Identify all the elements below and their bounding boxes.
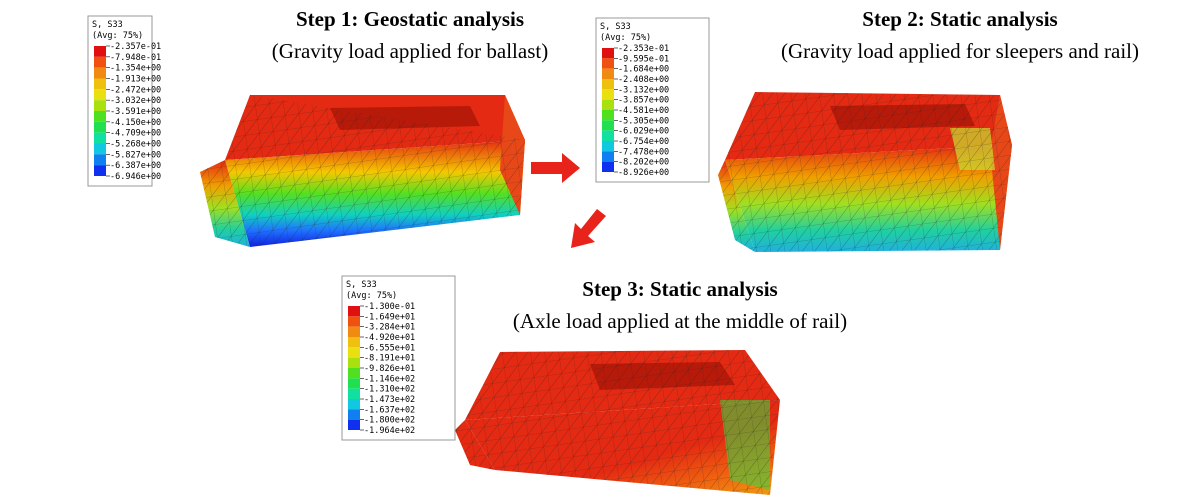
legend-value: -3.132e+00 [618,85,669,95]
legend-value: -1.684e+00 [618,65,669,75]
legend-value: -7.948e-01 [110,53,161,63]
legend-swatch [94,144,106,155]
legend-swatch [348,420,360,430]
legend-swatch [602,48,614,58]
legend-value: -8.926e+00 [618,168,669,178]
legend-swatch [348,409,360,419]
legend-swatch [602,110,614,120]
legend-swatch [348,358,360,368]
legend-swatch [602,141,614,151]
legend-swatch [602,131,614,141]
legend-swatch [94,100,106,111]
legend-value: -5.827e+00 [110,150,161,160]
legend-title: S, S33 [92,20,123,30]
legend-value: -1.473e+02 [364,395,415,405]
legend-swatch [602,100,614,110]
legend-swatch [602,69,614,79]
legend-value: -6.754e+00 [618,137,669,147]
legend-value: -8.202e+00 [618,158,669,168]
legend-swatch [348,316,360,326]
legend-swatch [602,89,614,99]
legend-swatch [602,79,614,89]
legend-value: -2.353e-01 [618,44,669,54]
legend-value: -4.920e+01 [364,333,415,343]
legend-value: -6.029e+00 [618,127,669,137]
legend-subtitle: (Avg: 75%) [92,31,143,41]
legend-swatch [602,120,614,130]
legend-swatch [94,89,106,100]
step-title: Step 3: Static analysis [582,277,777,301]
legend-swatch [602,58,614,68]
legend-subtitle: (Avg: 75%) [600,33,651,43]
step-subtitle: (Axle load applied at the middle of rail… [513,309,847,333]
legend-value: -1.637e+02 [364,405,415,415]
legend-swatch [94,57,106,68]
step-title: Step 1: Geostatic analysis [296,7,524,31]
arrow-down [571,209,606,248]
legend-swatch [602,162,614,172]
legend-swatch [348,368,360,378]
legend-value: -1.146e+02 [364,374,415,384]
legend-value: -1.964e+02 [364,426,415,436]
legend-value: -2.357e-01 [110,42,161,52]
legend-value: -1.913e+00 [110,75,161,85]
legend-value: -3.857e+00 [618,96,669,106]
legend-value: -4.150e+00 [110,118,161,128]
step-title: Step 2: Static analysis [862,7,1057,31]
step-subtitle: (Gravity load applied for sleepers and r… [781,39,1139,63]
legend-swatch [94,133,106,144]
mesh-model-3 [455,350,780,495]
legend-value: -3.591e+00 [110,107,161,117]
legend-swatch [94,111,106,122]
legend-swatch [94,154,106,165]
legend-swatch [94,165,106,176]
legend-swatch [348,378,360,388]
legend-value: -4.581e+00 [618,106,669,116]
legend-swatch [348,389,360,399]
legend-value: -3.032e+00 [110,96,161,106]
legend-value: -9.595e-01 [618,54,669,64]
mesh-model-1 [200,95,525,247]
legend-value: -9.826e+01 [364,364,415,374]
legend-swatch [348,327,360,337]
legend-value: -3.284e+01 [364,323,415,333]
legend-value: -2.408e+00 [618,75,669,85]
legend-subtitle: (Avg: 75%) [346,291,397,301]
legend-value: -1.800e+02 [364,416,415,426]
legend-value: -1.649e+01 [364,312,415,322]
legend-value: -8.191e+01 [364,354,415,364]
mesh-model-2 [718,92,1012,252]
legend-swatch [94,68,106,79]
step-subtitle: (Gravity load applied for ballast) [272,39,548,63]
legend-value: -6.387e+00 [110,161,161,171]
legend-swatch [348,337,360,347]
legend-value: -1.300e-01 [364,302,415,312]
arrow-right [531,153,580,183]
legend-value: -5.305e+00 [618,116,669,126]
legend-value: -1.354e+00 [110,64,161,74]
legend-swatch [348,347,360,357]
legend-value: -4.709e+00 [110,129,161,139]
legend-swatch [94,79,106,90]
legend-title: S, S33 [346,280,377,290]
legend-value: -6.946e+00 [110,172,161,182]
legend-swatch [348,399,360,409]
legend-title: S, S33 [600,22,631,32]
figure: Step 1: Geostatic analysis (Gravity load… [0,0,1195,498]
legend-swatch [348,306,360,316]
legend-value: -6.555e+01 [364,343,415,353]
legend-swatch [94,122,106,133]
legend-value: -7.478e+00 [618,147,669,157]
legend-swatch [602,151,614,161]
legend-value: -5.268e+00 [110,140,161,150]
legend-value: -1.310e+02 [364,385,415,395]
legend-swatch [94,46,106,57]
legend-value: -2.472e+00 [110,85,161,95]
